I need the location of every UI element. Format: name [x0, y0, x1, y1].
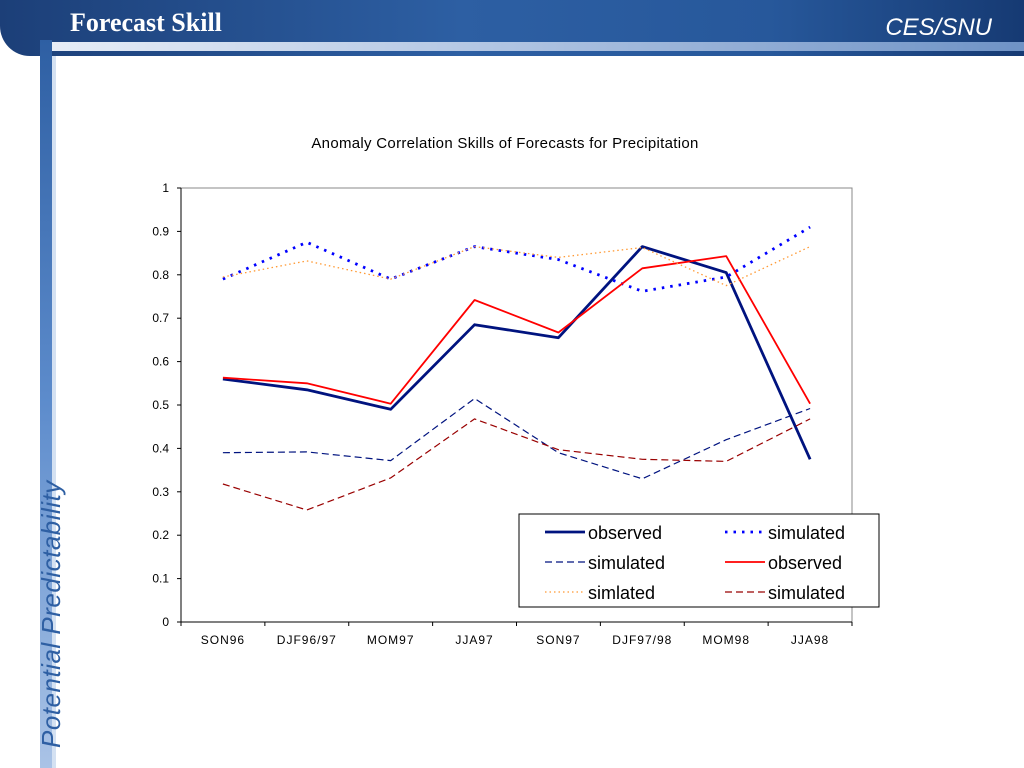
y-tick-label: 0.1 — [152, 572, 169, 586]
x-tick-label: DJF96/97 — [277, 633, 337, 647]
legend-label: simulated — [768, 523, 845, 543]
legend-label: observed — [588, 523, 662, 543]
page-title: Forecast Skill — [70, 8, 222, 37]
org-label: CES/SNU — [885, 14, 992, 41]
chart-title: Anomaly Correlation Skills of Forecasts … — [311, 135, 698, 152]
y-tick-label: 0.7 — [152, 311, 169, 325]
y-tick-label: 0.9 — [152, 224, 169, 238]
series-line-3-simulated — [222, 397, 811, 480]
legend-box — [518, 513, 880, 608]
x-tick-label: DJF97/98 — [612, 633, 672, 647]
y-tick-label: 0.8 — [152, 268, 169, 282]
y-tick-label: 0.5 — [152, 398, 169, 412]
y-tick-label: 0 — [162, 615, 169, 629]
y-tick-label: 1 — [162, 181, 169, 195]
y-tick-label: 0.3 — [152, 485, 169, 499]
legend-label: simulated — [588, 553, 665, 573]
x-tick-label: JJA98 — [791, 633, 829, 647]
header-stripe — [40, 42, 1024, 51]
series-line-5-simlated — [222, 245, 811, 287]
side-bar-shade — [52, 56, 56, 768]
series-line-4-observed — [222, 255, 811, 405]
series-line-2-simulated — [222, 225, 811, 293]
series-line-6-simulated — [222, 418, 811, 511]
x-tick-label: SON96 — [201, 633, 245, 647]
legend: observed simulated simulated observed simlat… — [518, 513, 880, 608]
legend-label: simlated — [588, 583, 655, 603]
x-tick-label: JJA97 — [455, 633, 493, 647]
plot-area: 0 0.1 0.2 0.3 0.4 0.5 0.6 0.7 0.8 0.9 1 SON96 DJF96/… — [152, 181, 853, 647]
x-tick-label: SON97 — [536, 633, 580, 647]
y-tick-label: 0.4 — [152, 441, 169, 455]
legend-label: simulated — [768, 583, 845, 603]
side-bar — [40, 40, 52, 768]
x-tick-label: MOM98 — [702, 633, 750, 647]
series-line-1-observed — [222, 245, 812, 460]
x-tick-label: MOM97 — [367, 633, 415, 647]
y-tick-label: 0.6 — [152, 355, 169, 369]
y-tick-label: 0.2 — [152, 528, 169, 542]
legend-label: observed — [768, 553, 842, 573]
